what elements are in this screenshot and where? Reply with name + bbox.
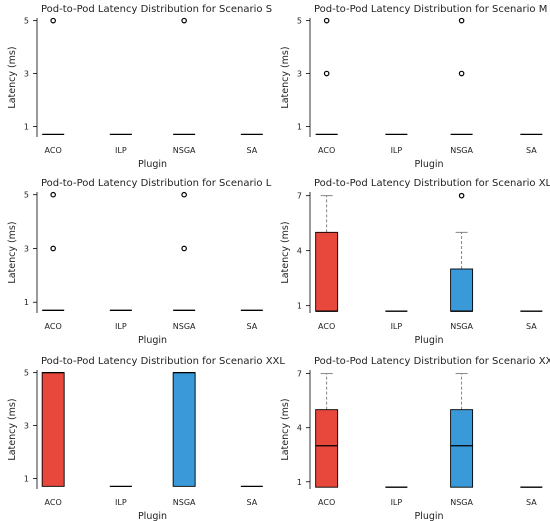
x-tick-label: NSGA	[450, 498, 473, 507]
outlier-nsga	[181, 245, 187, 252]
box-nsga	[450, 409, 474, 488]
panel-title: Pod-to-Pod Latency Distribution for Scen…	[41, 4, 272, 15]
panel-title: Pod-to-Pod Latency Distribution for Scen…	[41, 178, 272, 189]
outlier-nsga	[458, 70, 465, 77]
y-tick-label: 5	[297, 17, 302, 26]
outlier-aco	[323, 70, 330, 77]
outlier-aco	[50, 191, 56, 198]
x-tick-label: NSGA	[450, 322, 473, 331]
y-tick-label: 3	[24, 422, 29, 431]
chart-panel-2: Pod-to-Pod Latency Distribution for Scen…	[280, 4, 547, 170]
x-tick-label: ACO	[45, 146, 62, 155]
y-tick-label: 5	[24, 191, 29, 200]
x-tick-label: SA	[246, 498, 257, 507]
y-axis-label: Latency (ms)	[7, 221, 18, 283]
x-tick-label: SA	[246, 146, 257, 155]
box-aco	[41, 372, 65, 487]
y-tick-label: 3	[297, 70, 302, 79]
x-tick-label: NSGA	[450, 146, 473, 155]
x-tick-label: SA	[526, 322, 537, 331]
x-tick-label: SA	[246, 322, 257, 331]
y-tick-label: 1	[297, 302, 302, 311]
x-tick-label: ILP	[115, 322, 127, 331]
box-aco	[315, 231, 339, 312]
x-tick-label: ACO	[318, 498, 335, 507]
x-axis-label: Plugin	[138, 335, 167, 346]
outlier-nsga	[458, 192, 465, 199]
x-tick-label: NSGA	[173, 146, 196, 155]
y-tick-label: 1	[24, 122, 29, 131]
y-axis-label: Latency (ms)	[280, 221, 291, 283]
y-tick-label: 7	[297, 370, 302, 379]
x-axis-label: Plugin	[414, 159, 443, 170]
y-tick-label: 7	[297, 192, 302, 201]
x-tick-label: ILP	[391, 498, 403, 507]
x-tick-label: ILP	[391, 322, 403, 331]
y-axis-label: Latency (ms)	[7, 46, 18, 108]
chart-panel-5: Pod-to-Pod Latency Distribution for Scen…	[7, 356, 285, 521]
outlier-aco	[50, 17, 56, 24]
x-tick-label: ACO	[318, 146, 335, 155]
x-tick-label: ACO	[45, 322, 62, 331]
x-tick-label: ILP	[115, 498, 127, 507]
y-axis-label: Latency (ms)	[280, 46, 291, 108]
outlier-aco	[323, 17, 330, 24]
x-axis-label: Plugin	[138, 159, 167, 170]
y-tick-label: 1	[297, 122, 302, 131]
chart-panel-3: Pod-to-Pod Latency Distribution for Scen…	[7, 178, 272, 346]
y-tick-label: 1	[297, 478, 302, 487]
x-tick-label: ACO	[45, 498, 62, 507]
box-aco	[315, 409, 339, 488]
y-axis-label: Latency (ms)	[280, 398, 291, 460]
x-tick-label: NSGA	[173, 322, 196, 331]
y-tick-label: 3	[24, 244, 29, 253]
y-tick-label: 4	[297, 424, 302, 433]
x-axis-label: Plugin	[414, 335, 443, 346]
outlier-nsga	[181, 17, 187, 24]
chart-panel-4: Pod-to-Pod Latency Distribution for Scen…	[280, 178, 550, 346]
chart-panel-1: Pod-to-Pod Latency Distribution for Scen…	[7, 4, 272, 170]
x-tick-label: ILP	[115, 146, 127, 155]
panel-title: Pod-to-Pod Latency Distribution for Scen…	[41, 356, 285, 367]
x-tick-label: SA	[526, 498, 537, 507]
panel-title: Pod-to-Pod Latency Distribution for Scen…	[314, 178, 550, 189]
x-tick-label: SA	[526, 146, 537, 155]
x-tick-label: NSGA	[173, 498, 196, 507]
y-axis-label: Latency (ms)	[7, 398, 18, 460]
y-tick-label: 4	[297, 247, 302, 256]
outlier-aco	[50, 245, 56, 252]
x-axis-label: Plugin	[414, 511, 443, 521]
box-nsga	[172, 372, 196, 487]
outlier-nsga	[458, 17, 465, 24]
y-tick-label: 1	[24, 474, 29, 483]
panel-title: Pod-to-Pod Latency Distribution for Scen…	[314, 4, 547, 15]
y-tick-label: 5	[24, 369, 29, 378]
x-tick-label: ILP	[391, 146, 403, 155]
outlier-nsga	[181, 191, 187, 198]
box-nsga	[450, 268, 474, 312]
x-tick-label: ACO	[318, 322, 335, 331]
y-tick-label: 1	[24, 298, 29, 307]
y-tick-label: 5	[24, 17, 29, 26]
panel-title: Pod-to-Pod Latency Distribution for Scen…	[314, 356, 550, 367]
chart-panel-6: Pod-to-Pod Latency Distribution for Scen…	[280, 356, 550, 521]
y-tick-label: 3	[24, 70, 29, 79]
x-axis-label: Plugin	[138, 511, 167, 521]
